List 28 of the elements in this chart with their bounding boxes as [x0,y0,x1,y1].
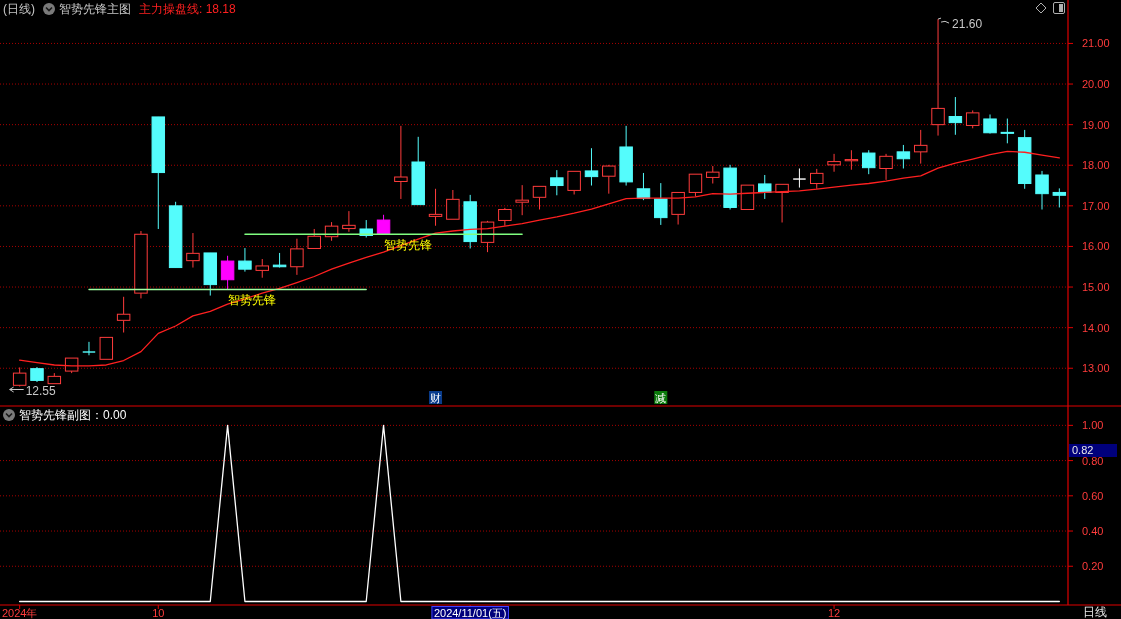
text: 主力操盘线: 18.18 [139,2,237,16]
text: 智势先锋副图：0.00 [19,408,127,422]
y-tick-label: 19.00 [1082,118,1110,131]
text: 0.82 [1072,444,1094,456]
y-tick-label: 15.00 [1082,281,1110,294]
chart-title: (日线) [3,2,35,16]
y-tick-label: 13.00 [1082,362,1110,375]
y-tick-label: 1.00 [1082,419,1104,432]
event-marker: 减 [654,391,668,404]
x-tick-label: 10 [152,606,165,619]
y-tick-label: 14.00 [1082,321,1110,334]
y-tick-label: 16.00 [1082,240,1110,253]
x-tick-label: 12 [827,606,841,619]
x-tick-label: 2024年 [1,606,38,619]
chart-subtitle: 智势先锋主图 [59,2,131,16]
y-tick-label: 0.40 [1082,525,1104,538]
y-tick-label: 0.80 [1082,454,1104,467]
annotation: 12.55 [25,383,57,398]
y-tick-label: 21.00 [1082,37,1110,50]
annotation: 21.60 [952,17,983,32]
text: 日线 [1083,605,1107,619]
y-tick-label: 17.00 [1082,199,1110,212]
y-tick-label: 18.00 [1082,159,1110,172]
y-tick-label: 20.00 [1082,78,1110,91]
x-tick-label: 2024/11/01(五) [433,606,507,619]
y-tick-label: 0.60 [1082,489,1104,502]
event-marker: 财 [429,391,443,404]
y-tick-label: 0.20 [1082,560,1104,573]
